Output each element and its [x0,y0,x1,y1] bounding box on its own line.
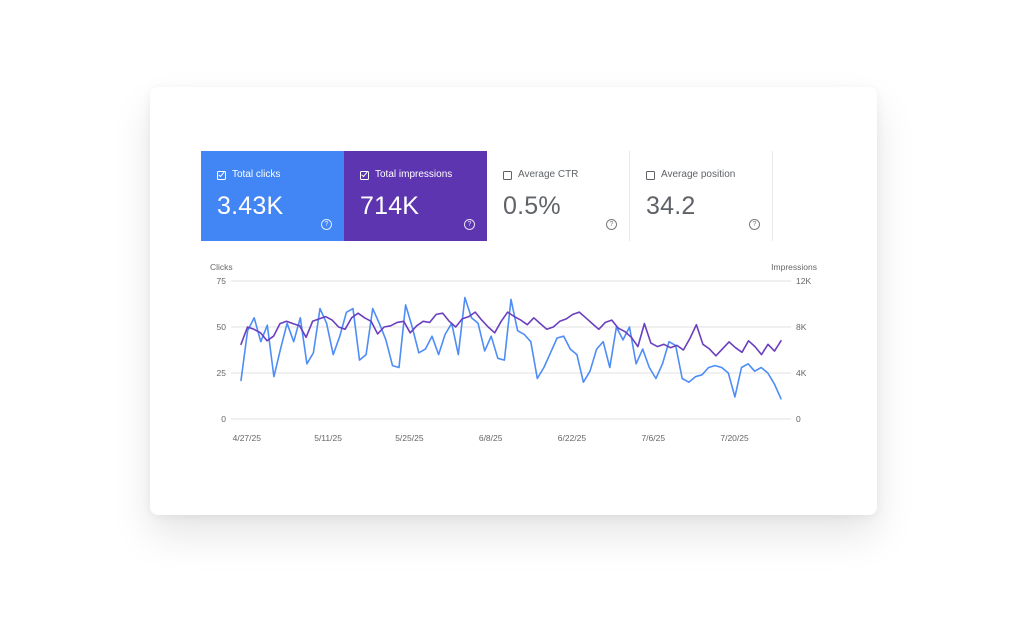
average-ctr-label: Average CTR [518,169,579,180]
right-axis-title: Impressions [771,262,817,272]
left-tick-label: 75 [217,276,227,286]
impressions-series-line [240,311,782,357]
x-tick-label: 4/27/25 [233,433,262,443]
right-tick-label: 12K [796,276,811,286]
right-tick-label: 0 [796,414,801,424]
checkbox-checked-icon[interactable] [217,170,226,180]
left-axis-title: Clicks [210,262,233,272]
help-icon[interactable]: ? [464,219,475,230]
left-tick-label: 50 [217,322,227,332]
average-position-label: Average position [661,169,736,180]
total-impressions-header: Total impressions [360,169,487,181]
x-tick-label: 5/25/25 [395,433,424,443]
right-tick-label: 4K [796,368,807,378]
total-clicks-value: 3.43K [217,192,284,220]
total-impressions-label: Total impressions [375,169,453,180]
average-position-header: Average position [646,169,772,181]
average-ctr-tile[interactable]: Average CTR 0.5% ? [487,151,630,241]
x-tick-label: 6/8/25 [479,433,503,443]
left-tick-label: 0 [221,414,226,424]
total-clicks-label: Total clicks [232,169,281,180]
right-tick-label: 8K [796,322,807,332]
help-icon[interactable]: ? [321,219,332,230]
total-impressions-value: 714K [360,192,420,220]
total-clicks-tile[interactable]: Total clicks 3.43K ? [201,151,344,241]
help-icon[interactable]: ? [606,219,617,230]
x-tick-label: 5/11/25 [314,433,342,443]
performance-card: Total clicks 3.43K ? Total impressions 7… [150,87,877,515]
x-tick-label: 7/20/25 [720,433,749,443]
total-impressions-tile[interactable]: Total impressions 714K ? [344,151,487,241]
left-tick-label: 25 [217,368,227,378]
metric-tiles: Total clicks 3.43K ? Total impressions 7… [201,151,773,241]
performance-chart: 75 50 25 0 12K 8K 4K 0 Clicks Impressions 4/27/25 5… [210,262,817,443]
clicks-series-line [240,296,782,400]
average-ctr-header: Average CTR [503,169,629,181]
x-tick-label: 6/22/25 [558,433,587,443]
average-ctr-value: 0.5% [503,192,561,220]
x-tick-label: 7/6/25 [641,433,665,443]
total-clicks-header: Total clicks [217,169,344,181]
average-position-value: 34.2 [646,192,696,220]
checkbox-unchecked-icon[interactable] [646,170,655,180]
average-position-tile[interactable]: Average position 34.2 ? [630,151,773,241]
checkbox-checked-icon[interactable] [360,170,369,180]
help-icon[interactable]: ? [749,219,760,230]
checkbox-unchecked-icon[interactable] [503,170,512,180]
